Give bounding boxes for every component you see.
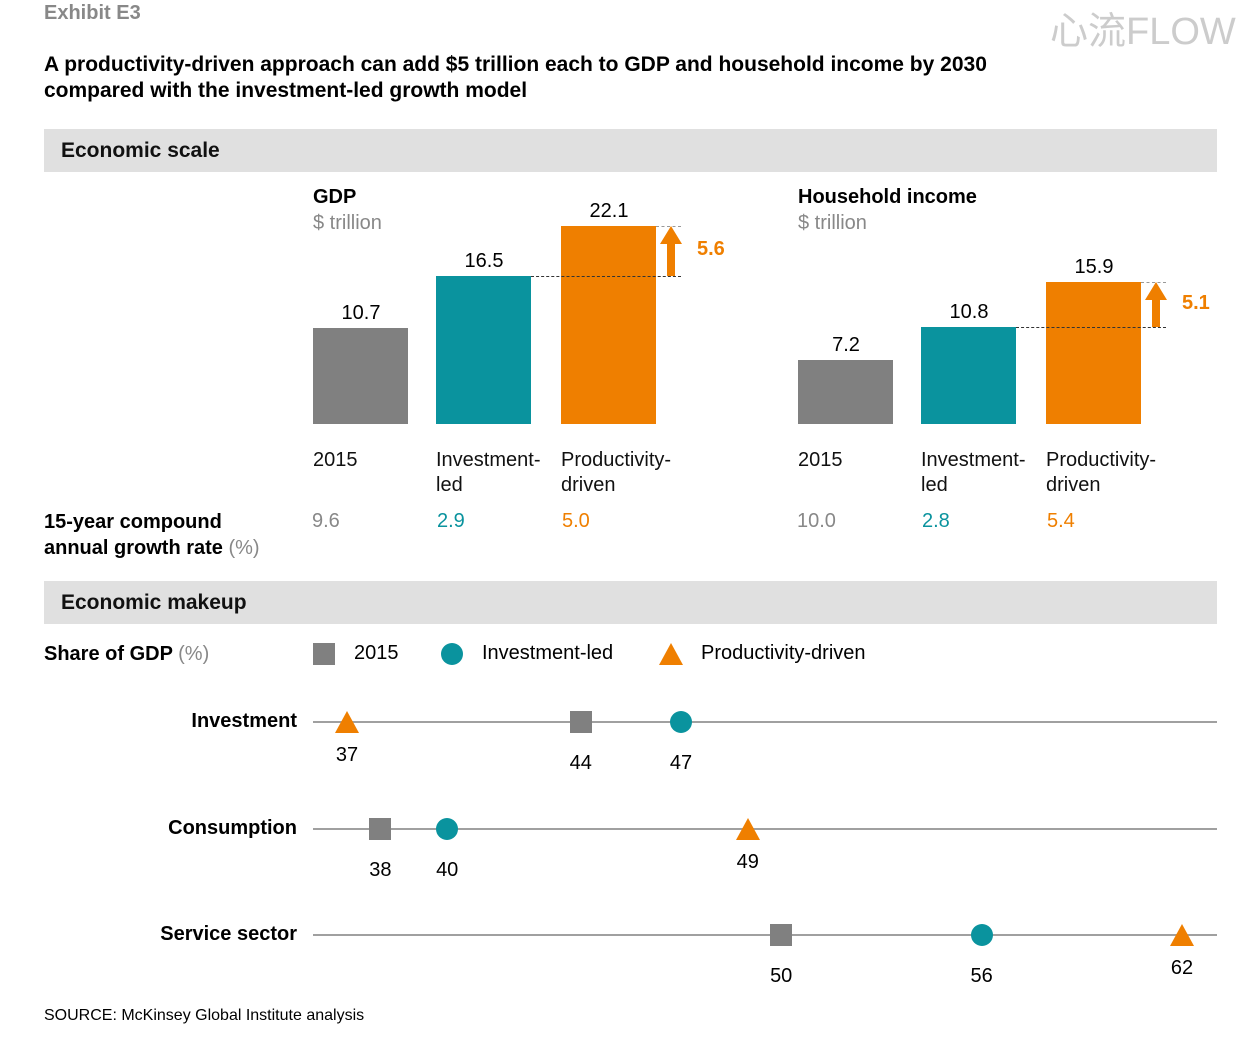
bar <box>798 359 893 424</box>
axis-line <box>313 828 1217 830</box>
circle-marker <box>440 642 464 666</box>
up-arrow-icon <box>1145 281 1167 328</box>
bar-value-label: 10.7 <box>341 302 381 325</box>
up-arrow-icon <box>660 226 682 277</box>
axis-line <box>313 934 1217 936</box>
circle-marker <box>435 817 459 841</box>
marker-value: 47 <box>669 752 693 774</box>
chart-title: Household income <box>798 186 977 208</box>
square-marker <box>769 923 793 947</box>
bar-value-label: 10.8 <box>949 301 989 324</box>
legend-label: 2015 <box>354 642 399 664</box>
marker-value: 37 <box>335 744 359 766</box>
bar <box>436 276 531 424</box>
cagr-label-1: 15-year compound <box>44 511 222 533</box>
circle-marker <box>970 923 994 947</box>
axis-line <box>313 721 1217 723</box>
delta-label: 5.1 <box>1182 291 1210 314</box>
bar <box>313 328 408 424</box>
source-note: SOURCE: McKinsey Global Institute analys… <box>44 1007 365 1024</box>
bar <box>1046 281 1141 424</box>
section-economic-scale: Economic scale <box>44 129 1217 172</box>
marker-value: 56 <box>970 965 993 987</box>
legend-label: Productivity-driven <box>701 642 866 664</box>
category-label: 2015 <box>798 449 843 471</box>
category-label: Investment-led <box>921 449 1026 496</box>
share-of-gdp-label: Share of GDP (%) <box>44 643 210 665</box>
chart-unit: $ trillion <box>798 212 867 234</box>
bar-value-label: 15.9 <box>1074 255 1114 278</box>
dashed-line <box>656 226 681 228</box>
title-line1: A productivity-driven approach can add $… <box>44 53 987 76</box>
row-label: Service sector <box>160 923 297 945</box>
delta-label: 5.6 <box>697 238 725 261</box>
cagr-value: 9.6 <box>312 510 340 532</box>
square-marker <box>312 642 336 666</box>
category-label: Productivity-driven <box>561 449 672 496</box>
marker-value: 62 <box>1170 957 1194 979</box>
circle-marker <box>669 710 693 734</box>
title-line2: compared with the investment-led growth … <box>44 79 528 102</box>
dashed-line <box>531 276 681 278</box>
dashed-line <box>1141 281 1166 283</box>
section-title: Economic scale <box>61 139 220 162</box>
cagr-label-2: annual growth rate (%) <box>44 537 260 559</box>
marker-value: 44 <box>569 752 592 774</box>
watermark: 心流FLOW <box>1050 11 1236 53</box>
chart-title: GDP <box>313 186 357 208</box>
exhibit-label: Exhibit E3 <box>44 2 141 24</box>
marker-value: 38 <box>369 859 392 881</box>
bar <box>921 327 1016 424</box>
dashed-line <box>1016 327 1166 329</box>
triangle-marker <box>335 710 359 734</box>
triangle-marker <box>1170 923 1194 947</box>
bar <box>561 226 656 424</box>
row-label: Investment <box>191 710 297 732</box>
category-label: 2015 <box>313 449 358 471</box>
marker-value: 40 <box>436 859 459 881</box>
category-label: Investment-led <box>436 449 541 496</box>
cagr-value: 10.0 <box>797 510 836 532</box>
triangle-marker <box>735 817 760 841</box>
cagr-value: 5.4 <box>1047 510 1075 532</box>
cagr-value: 5.0 <box>562 510 590 532</box>
legend-label: Investment-led <box>482 642 614 664</box>
bar-value-label: 22.1 <box>589 200 629 223</box>
marker-value: 50 <box>770 965 793 987</box>
cagr-value: 2.9 <box>437 510 465 532</box>
row-label: Consumption <box>168 817 297 839</box>
cagr-value: 2.8 <box>922 510 950 532</box>
square-marker <box>368 817 392 841</box>
chart-unit: $ trillion <box>313 212 382 234</box>
square-marker <box>569 710 593 734</box>
section-economic-makeup: Economic makeup <box>44 581 1217 624</box>
section-title: Economic makeup <box>61 591 247 614</box>
category-label: Productivity-driven <box>1046 449 1157 496</box>
bar-value-label: 16.5 <box>464 250 504 273</box>
bar-value-label: 7.2 <box>832 333 860 356</box>
triangle-marker <box>659 642 683 666</box>
marker-value: 49 <box>736 851 759 873</box>
